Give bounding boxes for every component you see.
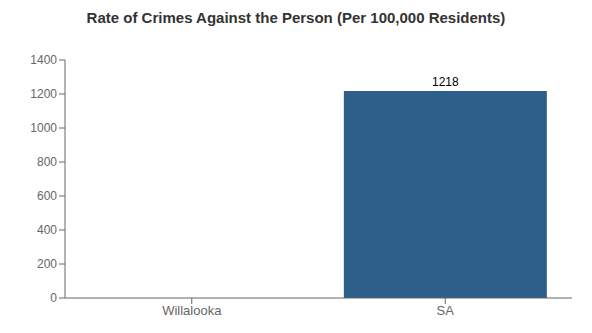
svg-text:1000: 1000 — [30, 121, 57, 135]
svg-text:1400: 1400 — [30, 53, 57, 67]
svg-text:1200: 1200 — [30, 87, 57, 101]
svg-text:Willalooka: Willalooka — [162, 303, 222, 318]
svg-text:SA: SA — [437, 303, 455, 318]
svg-text:1218: 1218 — [432, 75, 459, 89]
svg-text:200: 200 — [37, 257, 57, 271]
svg-text:800: 800 — [37, 155, 57, 169]
html-text:Rate of Crimes Against the Per: Rate of Crimes Against the Person (Per 1… — [86, 9, 506, 26]
svg-text:600: 600 — [37, 189, 57, 203]
svg-text:400: 400 — [37, 223, 57, 237]
svg-text:0: 0 — [50, 291, 57, 305]
